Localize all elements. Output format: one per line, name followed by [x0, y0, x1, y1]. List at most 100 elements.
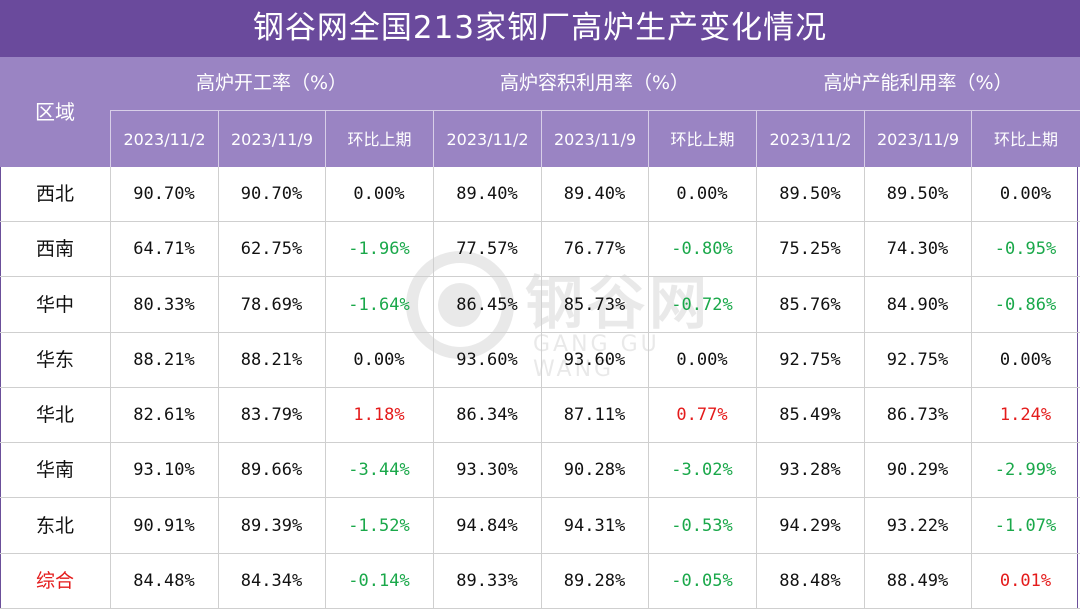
subheader-date-2: 2023/11/9: [218, 110, 325, 167]
value-cell: 92.75%: [779, 349, 841, 370]
value-cell: 64.71%: [133, 239, 195, 260]
change-cell: -0.80%: [671, 239, 733, 260]
column-divider: [218, 167, 219, 609]
subheader-date-1: 2023/11/2: [433, 110, 541, 167]
column-divider: [756, 167, 757, 609]
change-cell: -3.02%: [671, 460, 733, 481]
value-cell: 85.76%: [779, 294, 841, 315]
change-cell: -0.95%: [994, 239, 1057, 260]
subheader-change: 环比上期: [325, 110, 433, 167]
change-cell: -1.96%: [348, 239, 410, 260]
table-row: 华南 93.10% 89.66% -3.44% 93.30% 90.28% -3.02% 93…: [0, 443, 1080, 499]
table-row: 东北 90.91% 89.39% -1.52% 94.84% 94.31% -0.53% 94…: [0, 499, 1080, 554]
value-cell: 94.31%: [563, 515, 626, 536]
value-cell: 80.33%: [133, 294, 195, 315]
value-cell: 77.57%: [456, 239, 518, 260]
value-cell: 90.91%: [133, 515, 195, 536]
column-divider: [864, 167, 865, 609]
value-cell: 84.90%: [886, 294, 949, 315]
value-cell: 89.50%: [886, 184, 949, 204]
region-cell: 华东: [35, 348, 74, 371]
subheader-date-1: 2023/11/2: [756, 110, 864, 167]
change-cell: -0.14%: [348, 570, 410, 591]
value-cell: 78.69%: [240, 294, 303, 315]
change-cell: 0.00%: [999, 349, 1052, 370]
value-cell: 82.61%: [133, 405, 195, 425]
value-cell: 94.29%: [779, 515, 841, 536]
change-cell: 1.18%: [353, 405, 405, 425]
value-cell: 89.40%: [456, 184, 518, 204]
table-row: 综合 84.48% 84.34% -0.14% 89.33% 89.28% -0.05% 88…: [0, 554, 1080, 609]
value-cell: 83.79%: [240, 405, 303, 425]
value-cell: 88.21%: [240, 349, 303, 370]
value-cell: 84.48%: [133, 570, 195, 591]
subheader-change: 环比上期: [971, 110, 1080, 167]
table-title: 钢谷网全国213家钢厂高炉生产变化情况: [0, 0, 1080, 57]
value-cell: 88.49%: [886, 570, 949, 591]
region-header: 区域: [35, 100, 75, 124]
region-cell: 华北: [35, 404, 74, 426]
change-cell: 0.00%: [999, 184, 1052, 204]
column-divider: [433, 167, 434, 609]
value-cell: 88.21%: [133, 349, 195, 370]
table-row: 华中 80.33% 78.69% -1.64% 86.45% 85.73% -0.72% 85…: [0, 278, 1080, 333]
value-cell: 85.49%: [779, 405, 841, 425]
value-cell: 87.11%: [563, 405, 626, 425]
group-header-capacity-utilization: 高炉产能利用率（%）: [823, 72, 1013, 94]
change-cell: 0.77%: [676, 405, 728, 425]
change-cell: 0.00%: [676, 184, 728, 204]
value-cell: 93.28%: [779, 460, 841, 481]
value-cell: 93.60%: [563, 349, 626, 370]
group-header-operating-rate: 高炉开工率（%）: [195, 72, 348, 94]
value-cell: 90.70%: [133, 184, 195, 204]
group-header-volume-utilization: 高炉容积利用率（%）: [499, 72, 690, 94]
region-cell: 西南: [35, 238, 74, 261]
value-cell: 88.48%: [779, 570, 841, 591]
change-cell: 0.00%: [353, 184, 405, 204]
change-cell: -2.99%: [994, 460, 1057, 481]
value-cell: 93.30%: [456, 460, 518, 481]
change-cell: -0.53%: [671, 515, 733, 536]
table-header: 区域 高炉开工率（%） 高炉容积利用率（%） 高炉产能利用率（%） 2023/1…: [0, 57, 1080, 167]
change-cell: -1.52%: [348, 515, 410, 536]
column-divider: [971, 167, 972, 609]
table-row: 华东 88.21% 88.21% 0.00% 93.60% 93.60% 0.00% 92.7…: [0, 333, 1080, 388]
value-cell: 89.33%: [456, 570, 518, 591]
change-cell: 0.01%: [999, 570, 1052, 591]
region-cell: 东北: [35, 514, 74, 537]
region-cell: 华南: [35, 459, 74, 482]
value-cell: 85.73%: [563, 294, 626, 315]
region-cell: 西北: [35, 183, 74, 205]
value-cell: 93.22%: [886, 515, 949, 536]
value-cell: 89.40%: [563, 184, 626, 204]
value-cell: 84.34%: [240, 570, 303, 591]
subheader-date-1: 2023/11/2: [110, 110, 218, 167]
table-row: 西北 90.70% 90.70% 0.00% 89.40% 89.40% 0.00% 89.5…: [0, 167, 1080, 222]
value-cell: 89.28%: [563, 570, 626, 591]
change-cell: 1.24%: [999, 405, 1052, 425]
value-cell: 86.73%: [886, 405, 949, 425]
value-cell: 62.75%: [240, 239, 303, 260]
change-cell: 0.00%: [676, 349, 728, 370]
value-cell: 92.75%: [886, 349, 949, 370]
value-cell: 90.29%: [886, 460, 949, 481]
subheader-change: 环比上期: [648, 110, 756, 167]
value-cell: 90.28%: [563, 460, 626, 481]
value-cell: 93.60%: [456, 349, 518, 370]
value-cell: 93.10%: [133, 460, 195, 481]
column-divider: [325, 167, 326, 609]
column-divider: [541, 167, 542, 609]
value-cell: 76.77%: [563, 239, 626, 260]
table-row: 华北 82.61% 83.79% 1.18% 86.34% 87.11% 0.77% 85.4…: [0, 388, 1080, 443]
value-cell: 75.25%: [779, 239, 841, 260]
value-cell: 74.30%: [886, 239, 949, 260]
value-cell: 90.70%: [240, 184, 303, 204]
change-cell: -3.44%: [348, 460, 410, 481]
value-cell: 94.84%: [456, 515, 518, 536]
change-cell: -0.72%: [671, 294, 733, 315]
region-cell: 综合: [35, 569, 74, 592]
table-row: 西南 64.71% 62.75% -1.96% 77.57% 76.77% -0.80% 75…: [0, 222, 1080, 278]
region-cell: 华中: [35, 293, 74, 316]
subheader-date-2: 2023/11/9: [864, 110, 971, 167]
subheader-date-2: 2023/11/9: [541, 110, 648, 167]
